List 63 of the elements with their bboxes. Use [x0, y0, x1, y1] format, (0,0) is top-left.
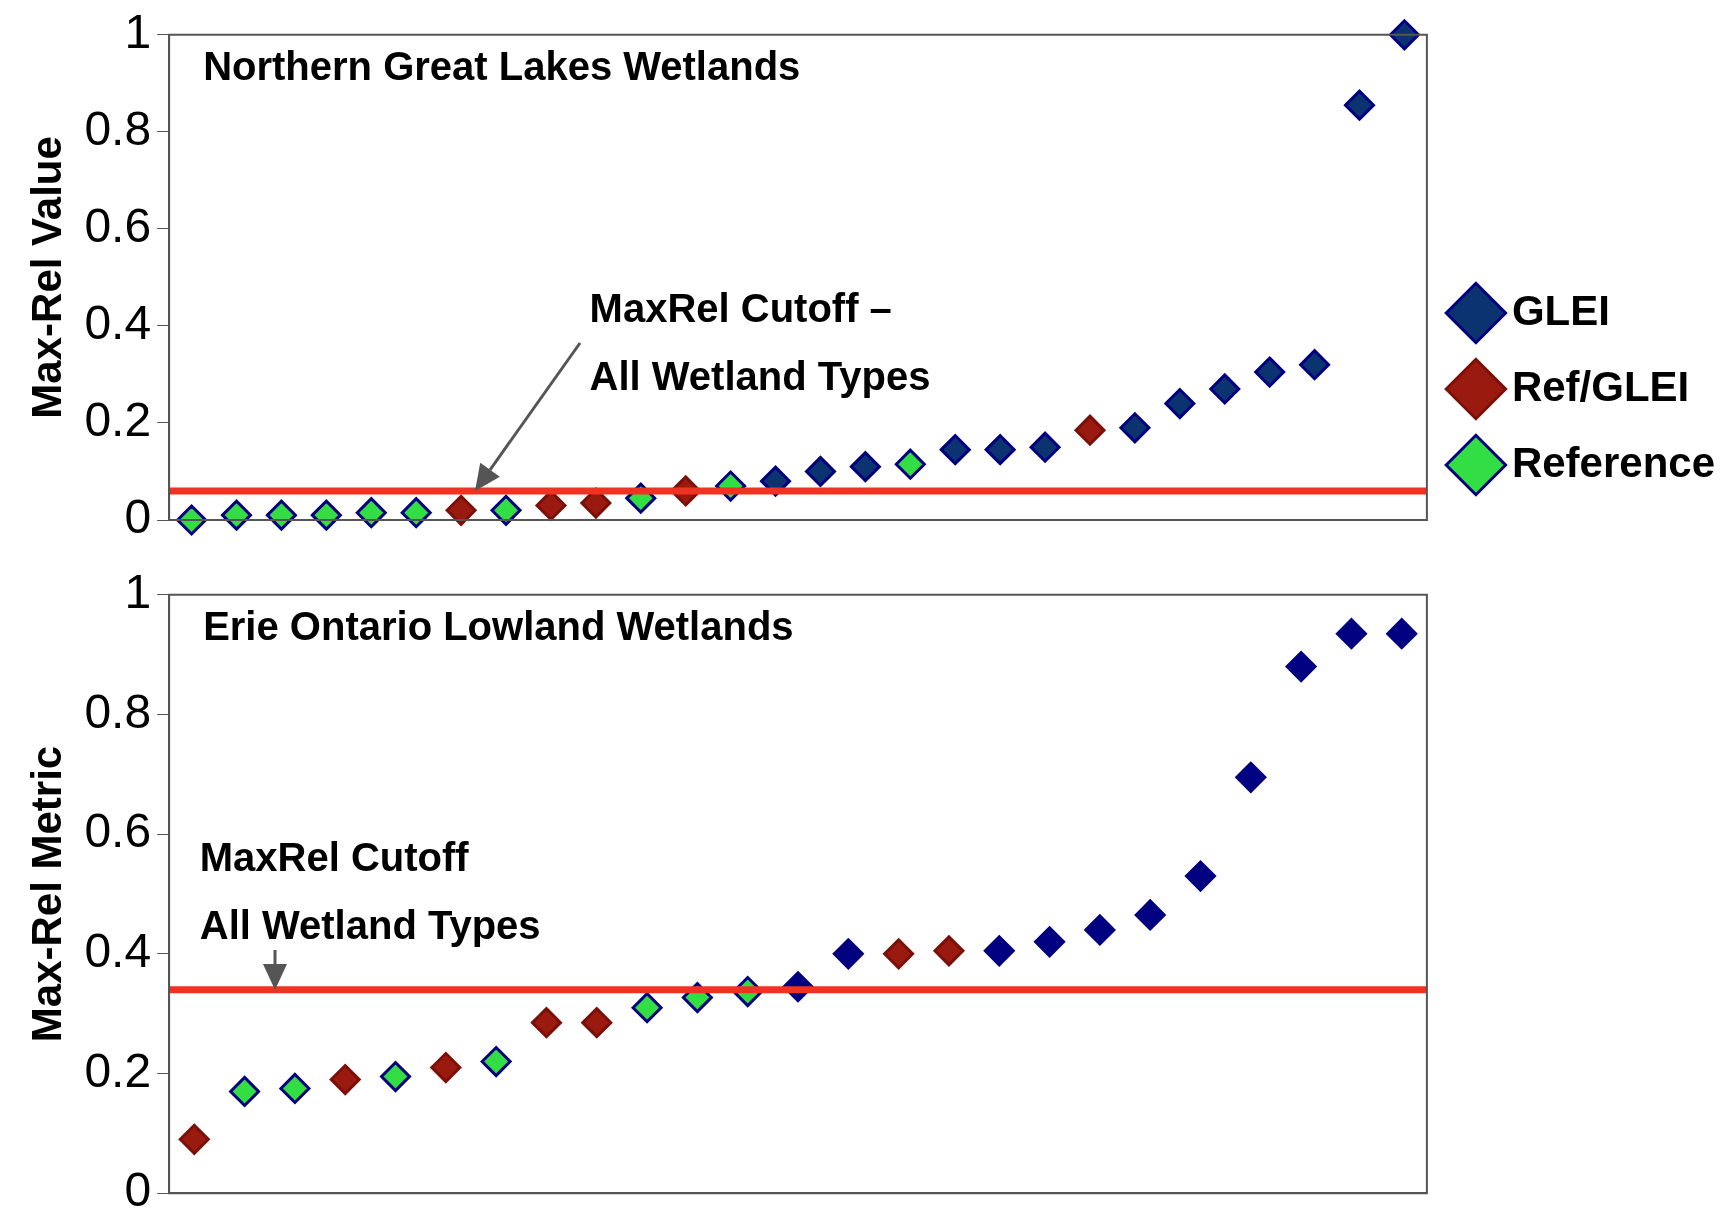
annotation: MaxRel Cutoff All Wetland Types — [199, 834, 541, 947]
point — [490, 494, 522, 526]
y-tick-label: 0 — [124, 490, 152, 544]
point — [329, 1064, 361, 1095]
point — [933, 935, 965, 967]
point — [1254, 356, 1286, 388]
point — [430, 1052, 462, 1084]
point — [265, 499, 297, 531]
y-tick-label: 0.8 — [84, 684, 152, 738]
point — [1029, 431, 1061, 463]
point — [380, 1061, 412, 1093]
y-tick-label: 0.6 — [84, 199, 152, 253]
point — [1386, 618, 1418, 650]
legend-label: Reference — [1511, 438, 1715, 486]
y-tick-label: 0.6 — [84, 804, 152, 858]
point — [983, 935, 1015, 967]
annotation: MaxRel Cutoff – All Wetland Types — [589, 285, 931, 398]
legend-label: Ref/GLEI — [1511, 362, 1690, 410]
point — [229, 1075, 261, 1107]
point — [1119, 412, 1151, 444]
point — [832, 938, 864, 970]
point — [1299, 349, 1331, 381]
point — [1344, 89, 1376, 121]
point — [221, 499, 253, 531]
chart-title: Erie Ontario Lowland Wetlands — [203, 603, 794, 648]
y-axis-title: Max-Rel Metric — [22, 745, 70, 1043]
point — [1034, 926, 1066, 958]
point — [530, 1007, 562, 1039]
point — [1235, 761, 1267, 793]
point — [939, 434, 971, 466]
point — [355, 497, 387, 529]
point — [894, 448, 926, 480]
point — [480, 1046, 512, 1078]
point — [178, 1123, 210, 1155]
point — [631, 992, 663, 1024]
point — [1134, 899, 1166, 931]
point — [883, 938, 915, 970]
point — [400, 497, 432, 529]
y-axis-title: Max-Rel Value — [22, 136, 70, 419]
point — [279, 1072, 311, 1104]
point — [849, 451, 881, 483]
point — [1335, 618, 1367, 650]
y-tick-label: 0.4 — [84, 924, 152, 978]
point — [445, 494, 477, 526]
point — [1184, 860, 1216, 892]
point — [581, 1007, 613, 1039]
y-tick-label: 1 — [124, 565, 152, 619]
point — [984, 434, 1016, 466]
point — [1084, 914, 1116, 946]
chart-title: Northern Great Lakes Wetlands — [203, 43, 801, 88]
point — [804, 455, 836, 487]
y-tick-label: 0.2 — [84, 1043, 152, 1097]
point — [1074, 414, 1106, 446]
point — [1209, 373, 1241, 405]
legend-label: GLEI — [1511, 286, 1610, 334]
point — [310, 499, 342, 531]
point — [1285, 651, 1317, 683]
y-tick-label: 0.8 — [84, 102, 152, 156]
point — [1164, 388, 1196, 420]
y-tick-label: 0.4 — [84, 296, 152, 350]
y-tick-label: 0 — [124, 1163, 152, 1217]
y-tick-label: 1 — [124, 5, 152, 59]
y-tick-label: 0.2 — [84, 393, 152, 447]
